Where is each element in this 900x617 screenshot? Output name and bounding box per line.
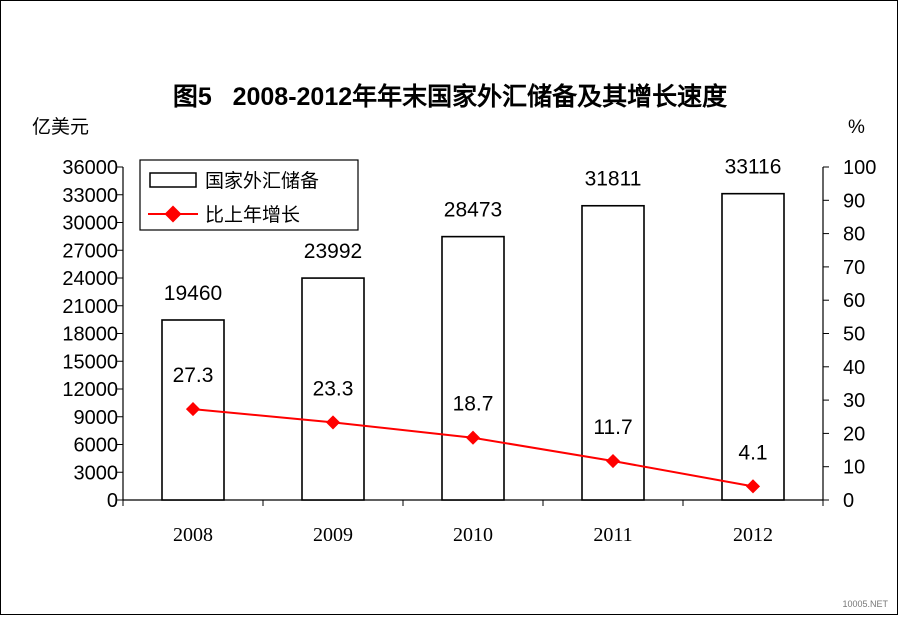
left-tick-label: 3000 <box>74 462 119 484</box>
growth-data-label: 4.1 <box>738 441 767 464</box>
bar <box>581 204 645 501</box>
legend-label-bar: 国家外汇储备 <box>205 170 319 192</box>
left-tick-label: 15000 <box>62 351 118 373</box>
x-tick-label: 2012 <box>733 524 773 546</box>
legend-swatch-bar <box>149 172 197 188</box>
right-tick-label: 60 <box>843 290 865 312</box>
left-tick-label: 33000 <box>62 185 118 207</box>
right-tick-label: 40 <box>843 357 865 379</box>
bar <box>441 235 505 501</box>
left-tick-label: 27000 <box>62 240 118 262</box>
bar-data-label: 28473 <box>444 199 502 222</box>
bar <box>721 192 785 501</box>
legend: 国家外汇储备 比上年增长 <box>139 159 359 231</box>
bar <box>301 277 365 501</box>
growth-data-label: 27.3 <box>173 364 214 387</box>
left-axis-unit: 亿美元 <box>32 116 89 138</box>
right-tick-label: 80 <box>843 224 865 246</box>
x-tick-label: 2008 <box>173 524 213 546</box>
growth-marker <box>745 479 761 494</box>
right-axis-unit: % <box>848 117 865 138</box>
growth-marker <box>465 430 481 445</box>
growth-data-label: 11.7 <box>593 416 632 439</box>
left-tick-label: 0 <box>107 490 118 512</box>
left-tick-label: 24000 <box>62 268 118 290</box>
bar-data-label: 31811 <box>585 168 642 191</box>
growth-data-label: 18.7 <box>453 393 494 416</box>
legend-label-line: 比上年增长 <box>205 204 300 226</box>
bar-data-label: 19460 <box>164 282 222 305</box>
bar-data-label: 33116 <box>725 156 782 179</box>
growth-marker <box>605 453 621 469</box>
left-tick-label: 21000 <box>62 296 118 318</box>
left-tick-label: 9000 <box>74 407 119 429</box>
left-tick-label: 30000 <box>62 213 118 235</box>
right-tick-label: 20 <box>843 423 865 445</box>
left-tick-label: 18000 <box>62 324 118 346</box>
left-tick-label: 36000 <box>62 157 118 179</box>
right-tick-label: 50 <box>843 324 865 346</box>
x-tick-label: 2009 <box>313 524 353 546</box>
right-tick-label: 100 <box>843 157 876 179</box>
x-tick-label: 2010 <box>453 524 493 546</box>
right-tick-label: 10 <box>843 457 865 479</box>
watermark: 10005.NET <box>842 599 888 609</box>
x-tick-label: 2011 <box>593 524 632 546</box>
chart-title: 图5 2008-2012年年末国家外汇储备及其增长速度 <box>173 82 727 111</box>
right-tick-label: 70 <box>843 257 865 279</box>
growth-marker <box>185 402 201 417</box>
legend-swatch-marker <box>164 205 182 223</box>
right-tick-label: 90 <box>843 190 865 212</box>
growth-marker <box>325 415 341 430</box>
growth-data-label: 23.3 <box>313 377 354 400</box>
right-tick-label: 30 <box>843 390 865 412</box>
left-tick-label: 6000 <box>74 435 119 457</box>
bar-data-label: 23992 <box>304 240 362 263</box>
right-tick-label: 0 <box>843 490 854 512</box>
plot-area: 0 3000 6000 9000 12000 15000 18000 21000 24000 27… <box>62 156 876 546</box>
left-tick-label: 12000 <box>62 379 118 401</box>
